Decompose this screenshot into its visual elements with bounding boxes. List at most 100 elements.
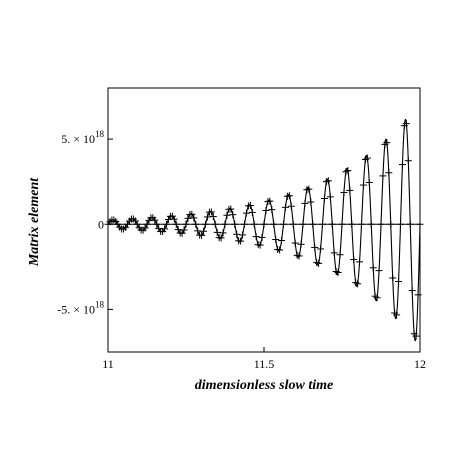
data-point: [365, 179, 373, 187]
data-point: [338, 220, 346, 228]
y-tick-label: 5. × 1018: [61, 129, 104, 146]
data-point: [278, 236, 286, 244]
data-point: [161, 225, 169, 233]
data-point: [297, 240, 305, 248]
data-point: [281, 203, 289, 211]
data-point: [182, 220, 190, 228]
data-point: [395, 277, 403, 285]
data-point: [223, 211, 231, 219]
y-tick-mantissa: 0: [98, 217, 104, 231]
data-point: [276, 246, 284, 254]
data-point: [375, 267, 383, 275]
data-point: [328, 220, 336, 228]
x-tick-label: 11: [102, 357, 114, 371]
data-point: [194, 227, 202, 235]
data-point: [203, 213, 211, 221]
data-point: [385, 169, 393, 177]
data-point: [354, 280, 362, 288]
data-point: [207, 208, 215, 216]
oscillation-curve: [107, 118, 421, 342]
data-point: [198, 231, 206, 239]
data-point: [188, 210, 196, 218]
data-point: [367, 220, 375, 228]
y-tick-label: -5. × 1018: [57, 299, 104, 316]
data-point: [252, 233, 260, 241]
data-point: [256, 241, 264, 249]
data-point: [359, 181, 367, 189]
data-point: [402, 120, 410, 128]
data-point: [319, 220, 326, 228]
data-point: [320, 195, 328, 203]
y-tick-exponent: 18: [95, 129, 105, 139]
data-point: [266, 197, 274, 205]
data-point: [272, 235, 280, 243]
data-point: [192, 220, 200, 228]
data-point: [398, 161, 406, 169]
data-point: [299, 220, 307, 228]
data-point: [163, 220, 170, 228]
data-point: [200, 227, 208, 235]
data-point: [289, 220, 297, 228]
data-point: [202, 220, 209, 228]
data-point: [180, 226, 188, 234]
data-point: [414, 291, 422, 299]
data-point: [250, 220, 258, 228]
data-point: [389, 274, 397, 282]
data-point: [307, 198, 315, 206]
data-point: [358, 220, 365, 228]
data-point: [348, 220, 356, 228]
data-point: [260, 220, 268, 228]
data-point: [233, 230, 241, 238]
y-tick-mantissa: -5. × 10: [57, 302, 95, 316]
data-point: [170, 215, 178, 223]
data-point: [315, 259, 323, 267]
data-point: [356, 258, 364, 266]
data-point: [242, 209, 250, 217]
data-point: [237, 237, 245, 245]
data-point: [287, 202, 295, 210]
y-tick-mantissa: 5. × 10: [61, 132, 95, 146]
data-point: [231, 220, 239, 228]
data-point: [190, 214, 198, 222]
data-point: [346, 186, 354, 194]
data-point: [227, 205, 235, 213]
data-point: [151, 216, 159, 224]
marker-layer: [104, 120, 424, 340]
data-point: [309, 220, 317, 228]
y-axis-title: Matrix element: [27, 177, 42, 267]
data-point: [387, 220, 395, 228]
data-point: [172, 220, 180, 228]
data-point: [153, 220, 161, 228]
data-point: [133, 220, 141, 228]
data-point: [184, 214, 192, 222]
data-point: [324, 177, 332, 185]
data-point: [141, 224, 149, 232]
data-point: [213, 228, 221, 236]
data-point: [301, 199, 309, 207]
data-point: [369, 264, 377, 272]
data-point: [330, 249, 338, 257]
data-point: [258, 233, 266, 241]
data-point: [373, 294, 381, 302]
data-point: [239, 231, 247, 239]
data-point: [219, 229, 227, 237]
data-point: [363, 154, 371, 162]
data-point: [383, 139, 391, 147]
data-point: [280, 220, 287, 228]
data-point: [241, 220, 248, 228]
data-point: [397, 220, 404, 228]
data-point: [211, 220, 219, 228]
data-point: [408, 287, 416, 295]
data-point: [336, 251, 344, 259]
data-point: [248, 208, 256, 216]
data-point: [295, 252, 303, 260]
data-point: [393, 311, 401, 319]
data-point: [416, 220, 424, 228]
y-tick-label: 0: [98, 217, 104, 231]
x-tick-label: 12: [414, 357, 426, 371]
data-point: [317, 245, 325, 253]
data-point: [209, 212, 217, 220]
x-axis-title: dimensionless slow time: [195, 378, 333, 393]
